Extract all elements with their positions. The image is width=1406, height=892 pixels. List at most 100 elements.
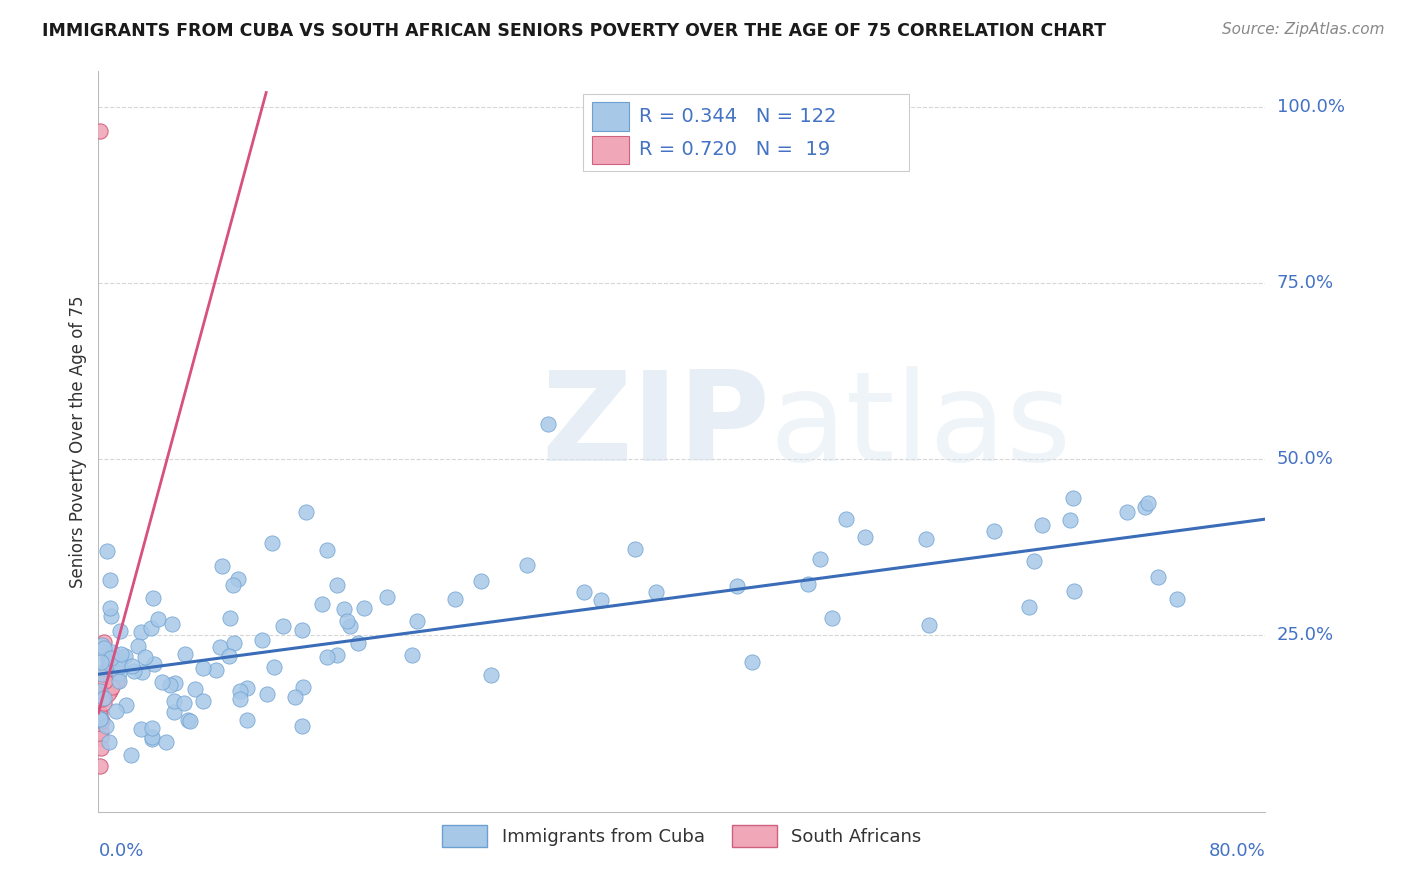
Point <box>91 714 114 728</box>
Point <box>94 719 117 733</box>
Point <box>983 524 1005 539</box>
Point <box>89 124 111 138</box>
Point <box>89 706 111 721</box>
Point <box>90 712 112 726</box>
Point <box>107 673 129 688</box>
Point <box>624 542 647 557</box>
Text: R = 0.720   N =  19: R = 0.720 N = 19 <box>638 139 830 159</box>
Point <box>94 683 117 698</box>
Text: ZIP: ZIP <box>541 367 770 487</box>
Point <box>141 721 163 735</box>
Point <box>91 692 114 706</box>
Point <box>89 684 111 698</box>
Point <box>93 640 115 655</box>
Point <box>479 668 502 682</box>
Point <box>218 611 240 625</box>
Point <box>94 673 117 688</box>
Point <box>444 592 467 607</box>
Point <box>1116 505 1139 519</box>
FancyBboxPatch shape <box>592 136 630 164</box>
Point <box>209 640 232 654</box>
Point <box>98 683 121 698</box>
Text: 0.0%: 0.0% <box>98 842 143 860</box>
Point <box>98 735 121 749</box>
Point <box>97 687 120 701</box>
Point <box>229 692 252 706</box>
Point <box>142 657 165 671</box>
Point <box>89 706 111 721</box>
Point <box>120 748 142 763</box>
Point <box>516 558 538 573</box>
Point <box>537 417 560 432</box>
Point <box>1063 583 1085 598</box>
Point <box>89 712 111 726</box>
FancyBboxPatch shape <box>592 103 630 130</box>
Point <box>173 696 195 710</box>
Point <box>141 730 163 744</box>
Point <box>91 638 114 652</box>
Point <box>90 741 112 756</box>
Point <box>221 577 243 591</box>
Point <box>90 666 112 681</box>
Point <box>229 683 252 698</box>
Point <box>159 678 181 692</box>
Point <box>150 674 173 689</box>
Point <box>98 601 121 615</box>
Point <box>134 649 156 664</box>
Point <box>725 579 748 593</box>
Point <box>1062 491 1084 505</box>
Point <box>108 651 131 665</box>
Point <box>917 618 939 632</box>
Point <box>260 536 283 550</box>
Point <box>401 648 423 662</box>
Text: IMMIGRANTS FROM CUBA VS SOUTH AFRICAN SENIORS POVERTY OVER THE AGE OF 75 CORRELA: IMMIGRANTS FROM CUBA VS SOUTH AFRICAN SE… <box>42 22 1107 40</box>
Text: 25.0%: 25.0% <box>1277 626 1334 644</box>
Point <box>405 615 427 629</box>
Point <box>141 732 163 747</box>
Legend: Immigrants from Cuba, South Africans: Immigrants from Cuba, South Africans <box>434 818 929 855</box>
Point <box>110 647 132 661</box>
Point <box>236 713 259 727</box>
Point <box>1137 495 1160 509</box>
Point <box>228 572 250 586</box>
Point <box>114 698 136 713</box>
Point <box>146 612 169 626</box>
Point <box>222 635 245 649</box>
Point <box>101 645 124 659</box>
Point <box>98 573 121 587</box>
Point <box>835 512 858 526</box>
Point <box>326 648 349 662</box>
Point <box>1166 591 1188 606</box>
Point <box>291 624 314 638</box>
Point <box>1022 554 1045 568</box>
Point <box>326 578 349 592</box>
Point <box>89 759 111 773</box>
Point <box>129 624 152 639</box>
Point <box>163 694 186 708</box>
Point <box>316 649 339 664</box>
Point <box>90 723 112 738</box>
Point <box>129 723 152 737</box>
Point <box>122 664 145 678</box>
Point <box>311 597 333 611</box>
Point <box>142 591 165 605</box>
Point <box>1059 513 1081 527</box>
Point <box>165 676 187 690</box>
Point <box>100 651 122 665</box>
Point <box>139 621 162 635</box>
Point <box>572 585 595 599</box>
Text: Source: ZipAtlas.com: Source: ZipAtlas.com <box>1222 22 1385 37</box>
Point <box>263 660 285 674</box>
Point <box>645 584 668 599</box>
Point <box>291 680 314 694</box>
Point <box>470 574 492 588</box>
Point <box>191 661 214 675</box>
Point <box>294 505 316 519</box>
FancyBboxPatch shape <box>582 94 910 171</box>
Point <box>591 592 613 607</box>
Point <box>184 682 207 697</box>
Point <box>105 674 128 689</box>
Point <box>336 614 359 628</box>
Point <box>291 719 314 733</box>
Point <box>316 543 339 558</box>
